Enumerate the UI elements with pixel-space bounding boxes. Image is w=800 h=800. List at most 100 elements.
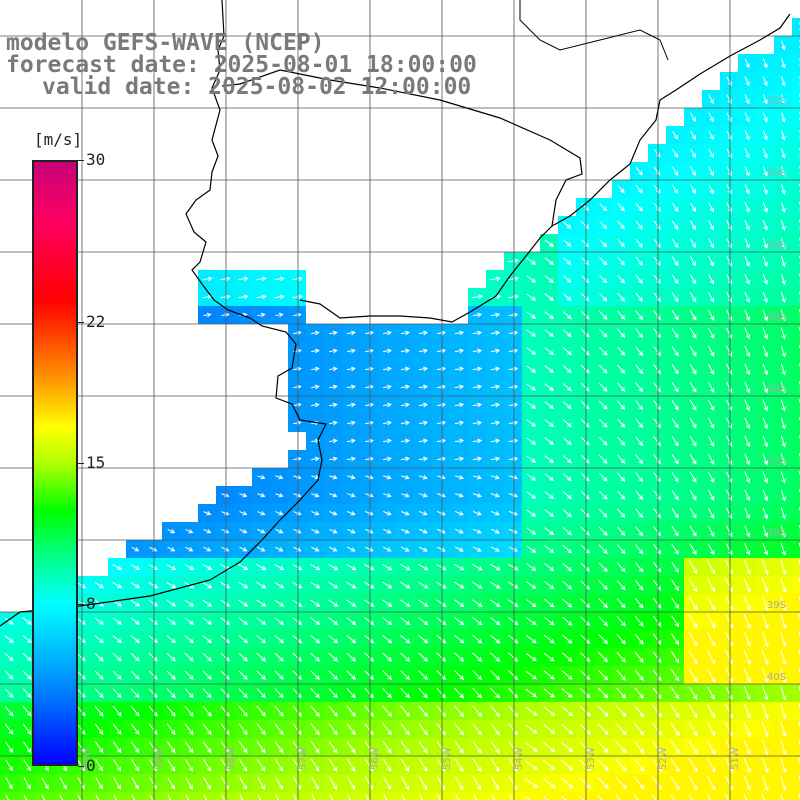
wind-arrow [184, 741, 194, 754]
wind-arrow [329, 402, 338, 408]
wind-arrow [472, 456, 483, 462]
wind-arrow [743, 775, 751, 791]
wind-arrow [418, 420, 429, 426]
wind-arrow [418, 634, 429, 644]
longitude-label: 60W [82, 747, 93, 770]
wind-arrow [400, 438, 410, 444]
wind-arrow [781, 112, 786, 123]
wind-arrow [762, 543, 769, 556]
wind-arrow [490, 528, 500, 534]
wind-arrow [238, 723, 248, 736]
wind-arrow [561, 777, 574, 789]
wind-arrow [364, 758, 374, 772]
wind-arrow [94, 705, 104, 717]
wind-arrow [238, 617, 249, 625]
wind-arrow [148, 652, 158, 662]
wind-arrow [471, 617, 483, 626]
wind-arrow [707, 345, 715, 357]
wind-cell [792, 54, 800, 72]
wind-arrow [617, 436, 626, 446]
wind-arrow [726, 453, 733, 466]
wind-arrow [148, 564, 159, 570]
wind-arrow [329, 384, 338, 390]
wind-arrow [257, 511, 266, 516]
wind-arrow [329, 776, 337, 791]
wind-arrow [579, 777, 592, 789]
wind-arrow [203, 510, 212, 516]
wind-arrow [436, 723, 446, 736]
wind-arrow [598, 382, 608, 392]
wind-arrow [526, 527, 537, 535]
wind-arrow [762, 345, 769, 358]
wind-arrow [635, 256, 643, 266]
colorbar-unit: [m/s] [34, 130, 83, 149]
wind-cell [792, 378, 800, 396]
wind-arrow [400, 456, 410, 462]
wind-arrow [454, 402, 465, 408]
wind-arrow [635, 292, 643, 302]
wind-arrow [400, 670, 411, 681]
wind-arrow [220, 705, 230, 717]
wind-arrow [671, 400, 679, 411]
wind-arrow [617, 274, 626, 284]
wind-arrow [671, 508, 679, 519]
wind-arrow [400, 546, 410, 552]
wind-arrow [780, 237, 786, 250]
wind-arrow [761, 577, 769, 593]
wind-arrow [635, 328, 644, 339]
wind-arrow [401, 474, 410, 480]
wind-arrow [616, 544, 626, 555]
wind-arrow [744, 94, 750, 105]
wind-arrow [238, 276, 249, 282]
wind-arrow [436, 438, 447, 444]
wind-arrow [761, 703, 769, 719]
wind-arrow [706, 758, 716, 773]
wind-cell [792, 36, 800, 54]
wind-arrow [472, 438, 483, 444]
wind-arrow [23, 759, 31, 772]
wind-arrow [5, 759, 13, 772]
wind-arrow [617, 454, 626, 464]
wind-arrow [743, 613, 751, 629]
wind-arrow [762, 471, 769, 484]
wind-arrow [328, 581, 339, 589]
wind-arrow [311, 492, 320, 498]
wind-arrow [347, 384, 356, 390]
wind-arrow [508, 634, 519, 644]
wind-arrow [762, 435, 769, 448]
wind-arrow [383, 528, 392, 534]
wind-arrow [238, 652, 248, 662]
wind-arrow [744, 58, 750, 69]
wind-arrow [202, 670, 212, 680]
wind-arrow [780, 613, 787, 630]
colorbar-tick-label: 15 [86, 453, 106, 472]
wind-arrow [329, 456, 338, 462]
wind-arrow [508, 330, 519, 336]
wind-arrow [526, 329, 537, 337]
wind-arrow [562, 509, 572, 518]
wind-arrow [400, 384, 410, 390]
wind-arrow [561, 705, 574, 717]
wind-arrow [617, 472, 626, 482]
wind-arrow [328, 670, 338, 680]
wind-arrow [561, 723, 574, 735]
wind-arrow [256, 635, 267, 644]
wind-arrow [689, 309, 697, 321]
wind-arrow [436, 402, 447, 408]
wind-cell [792, 612, 800, 630]
wind-arrow [508, 402, 519, 408]
wind-arrow [472, 687, 482, 699]
colorbar-tick-label: 8 [86, 594, 96, 614]
wind-arrow [744, 291, 750, 303]
wind-arrow [202, 276, 213, 282]
wind-arrow [400, 688, 410, 699]
wind-arrow [780, 757, 787, 774]
wind-arrow [275, 776, 283, 790]
wind-arrow [780, 559, 787, 576]
wind-arrow [418, 688, 428, 699]
wind-arrow [311, 384, 320, 390]
wind-arrow [292, 688, 302, 699]
wind-arrow [400, 563, 411, 571]
wind-arrow [275, 794, 280, 800]
wind-arrow [508, 384, 519, 390]
